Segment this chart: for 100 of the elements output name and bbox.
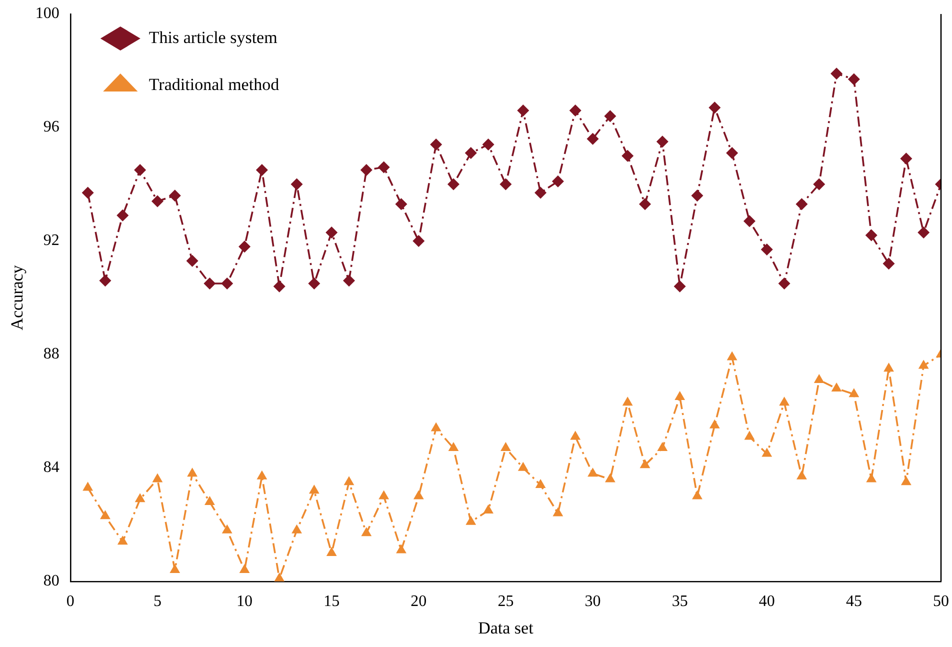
point	[640, 459, 650, 468]
x-tick-label: 0	[66, 593, 74, 610]
point	[152, 473, 163, 482]
point	[534, 186, 547, 199]
point	[900, 476, 912, 486]
point	[726, 351, 738, 360]
point	[360, 164, 372, 176]
point	[482, 138, 494, 150]
x-tick-label: 10	[236, 593, 253, 610]
point	[430, 422, 442, 432]
x-tick-label: 35	[672, 593, 688, 610]
point	[500, 442, 511, 452]
point	[604, 110, 616, 122]
x-tick-label: 45	[846, 593, 862, 610]
point	[168, 190, 181, 202]
point	[100, 510, 110, 520]
point	[744, 430, 755, 440]
legend-label: This article system	[148, 28, 278, 47]
x-tick-label: 30	[584, 593, 601, 610]
point	[186, 254, 198, 267]
y-tick-label: 84	[43, 459, 60, 476]
point	[134, 493, 146, 502]
point	[638, 198, 651, 210]
point	[221, 278, 234, 290]
x-tick-label: 40	[758, 593, 775, 610]
point	[882, 258, 895, 270]
point	[518, 462, 528, 471]
point	[500, 178, 512, 190]
point	[657, 442, 668, 452]
point	[552, 507, 564, 516]
point	[517, 104, 530, 116]
point	[570, 430, 581, 440]
point	[378, 161, 390, 174]
point	[308, 484, 320, 494]
point	[796, 198, 808, 210]
point	[204, 278, 216, 290]
point	[256, 470, 268, 480]
y-tick-label: 88	[43, 346, 60, 363]
point	[726, 147, 738, 160]
y-axis-title: Accuracy	[8, 264, 27, 330]
legend-label: Traditional method	[148, 74, 280, 94]
point	[814, 374, 824, 383]
point	[448, 442, 459, 452]
point	[116, 209, 129, 222]
point	[413, 490, 424, 500]
point	[187, 468, 198, 477]
y-tick-label: 100	[35, 5, 60, 22]
point	[743, 215, 756, 228]
point	[866, 473, 877, 482]
point	[238, 240, 251, 253]
point	[865, 229, 878, 242]
point	[82, 186, 94, 199]
point	[552, 175, 564, 188]
point	[344, 476, 354, 486]
point	[813, 178, 826, 190]
point	[588, 468, 598, 477]
point	[656, 136, 668, 148]
point	[918, 360, 929, 369]
point	[535, 478, 546, 488]
point	[430, 138, 442, 150]
point	[342, 274, 355, 287]
point	[848, 388, 860, 398]
x-tick-label: 50	[933, 593, 949, 610]
point	[622, 150, 634, 162]
point	[586, 132, 599, 145]
point	[692, 490, 702, 500]
point	[396, 544, 406, 554]
y-tick-label: 92	[43, 232, 60, 250]
point	[412, 234, 425, 247]
point	[466, 516, 476, 525]
point	[170, 564, 180, 574]
point	[762, 448, 772, 457]
y-tick-label: 80	[43, 572, 60, 590]
point	[117, 536, 128, 545]
y-tick-label: 96	[43, 118, 60, 136]
point	[848, 73, 860, 86]
point	[831, 382, 842, 392]
point	[760, 243, 773, 256]
point	[274, 572, 285, 582]
point	[708, 102, 721, 114]
point	[222, 524, 232, 534]
x-tick-label: 15	[324, 593, 340, 610]
point	[239, 564, 250, 574]
point	[569, 104, 582, 116]
point	[918, 226, 930, 238]
x-tick-label: 20	[410, 593, 427, 610]
point	[483, 504, 494, 514]
x-tick-label: 25	[498, 593, 514, 610]
point	[796, 470, 807, 480]
point	[464, 147, 477, 160]
point	[204, 496, 215, 505]
point	[709, 419, 720, 428]
x-tick-label: 5	[153, 593, 162, 610]
point	[604, 473, 616, 482]
point	[134, 164, 146, 176]
point	[674, 280, 686, 292]
point	[292, 524, 302, 534]
point	[99, 274, 112, 287]
point	[290, 178, 303, 190]
point	[82, 482, 94, 491]
